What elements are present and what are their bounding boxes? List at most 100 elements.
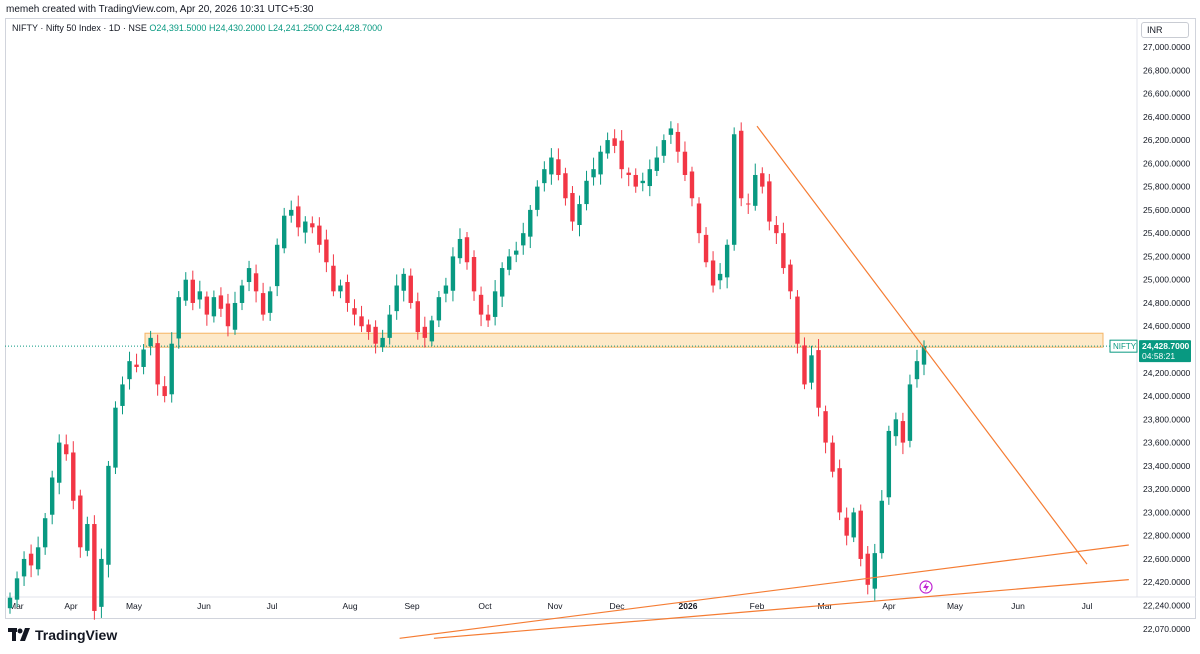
symbol-legend[interactable]: NIFTY · Nifty 50 Index · 1D · NSE O24,39… bbox=[12, 23, 382, 33]
symbol-tag-text: NIFTY bbox=[1113, 342, 1137, 351]
candle-body bbox=[253, 273, 259, 292]
candle-body bbox=[21, 558, 27, 577]
support-zone-box bbox=[144, 332, 1104, 348]
time-tick-label: Feb bbox=[750, 601, 765, 611]
candle-body bbox=[289, 209, 294, 216]
candle-body bbox=[7, 597, 13, 609]
candle-body bbox=[359, 316, 364, 327]
candle-body bbox=[366, 324, 371, 333]
candle-body bbox=[310, 223, 315, 228]
tradingview-logo[interactable]: TradingView bbox=[8, 626, 117, 644]
candle-body bbox=[415, 301, 420, 333]
candle-body bbox=[514, 250, 519, 255]
open-value: O24,391.5000 bbox=[149, 23, 207, 33]
price-tick-label: 24,600.0000 bbox=[1143, 321, 1191, 331]
price-tick-label: 25,600.0000 bbox=[1143, 205, 1191, 215]
price-tick-label: 25,400.0000 bbox=[1143, 228, 1191, 238]
price-tick-label: 23,200.0000 bbox=[1143, 484, 1191, 494]
candle-body bbox=[176, 297, 181, 339]
candle-body bbox=[746, 203, 751, 205]
price-tick-label: 24,000.0000 bbox=[1143, 391, 1191, 401]
candle-body bbox=[577, 204, 582, 226]
candle-body bbox=[197, 291, 203, 300]
candle-body bbox=[478, 294, 484, 315]
price-tick-label: 24,800.0000 bbox=[1143, 298, 1191, 308]
candle-body bbox=[190, 279, 195, 303]
currency-button[interactable]: INR bbox=[1141, 22, 1189, 38]
candle-body bbox=[99, 558, 104, 607]
candle-body bbox=[556, 159, 561, 175]
time-tick-label: Jun bbox=[1011, 601, 1025, 611]
chart-pane[interactable] bbox=[5, 18, 1196, 619]
candle-body bbox=[506, 256, 512, 270]
price-tick-label: 23,600.0000 bbox=[1143, 438, 1191, 448]
candle-body bbox=[401, 273, 406, 291]
candle-body bbox=[549, 157, 554, 175]
time-tick-label: May bbox=[126, 601, 143, 611]
candle-body bbox=[183, 279, 188, 301]
price-tick-label: 22,800.0000 bbox=[1143, 531, 1191, 541]
time-tick-label: Mar bbox=[818, 601, 833, 611]
candle-body bbox=[78, 495, 83, 548]
candle-body bbox=[394, 285, 399, 312]
candle-body bbox=[605, 140, 610, 154]
price-tick-label: 22,600.0000 bbox=[1143, 554, 1191, 564]
candle-body bbox=[521, 233, 526, 246]
symbol-description: NIFTY · Nifty 50 Index · 1D · NSE bbox=[12, 23, 147, 33]
candle-body bbox=[872, 553, 877, 589]
candle-body bbox=[724, 244, 730, 278]
candle-body bbox=[120, 384, 125, 406]
candle-body bbox=[584, 180, 589, 205]
symbol-tag bbox=[1109, 339, 1138, 353]
candle-body bbox=[443, 285, 449, 294]
candle-body bbox=[858, 510, 863, 559]
candle-body bbox=[324, 239, 329, 263]
candle-body bbox=[218, 295, 224, 309]
time-tick-label: Apr bbox=[64, 601, 77, 611]
candle-body bbox=[689, 171, 695, 199]
candle-body bbox=[717, 273, 723, 281]
time-tick-label: Mar bbox=[9, 601, 24, 611]
candle-body bbox=[85, 524, 90, 551]
candle-body bbox=[844, 517, 849, 536]
candle-body bbox=[352, 308, 357, 315]
candle-body bbox=[457, 238, 463, 259]
candle-body bbox=[710, 260, 716, 286]
countdown-text: 04:58:21 bbox=[1142, 351, 1175, 361]
candle-body bbox=[886, 430, 892, 498]
candles bbox=[7, 121, 927, 620]
candle-body bbox=[802, 345, 807, 385]
price-tick-label: 23,800.0000 bbox=[1143, 414, 1191, 424]
lightning-icon bbox=[923, 582, 929, 592]
time-axis: Mar Apr May Jun Jul Aug Sep Oct Nov Dec 2026 Feb Mar… bbox=[9, 601, 1093, 611]
candle-body bbox=[535, 186, 540, 210]
candle-body bbox=[373, 326, 378, 344]
candle-body bbox=[760, 173, 765, 187]
support-zone bbox=[5, 332, 1137, 348]
candle-body bbox=[92, 524, 97, 611]
last-price-tag bbox=[1139, 340, 1191, 363]
candle-body bbox=[246, 268, 252, 283]
candle-body bbox=[28, 553, 34, 566]
candle-body bbox=[471, 257, 477, 292]
trendline bbox=[399, 544, 1129, 639]
candle-body bbox=[436, 297, 442, 321]
high-value: H24,430.2000 bbox=[208, 23, 266, 33]
price-tick-label: 26,800.0000 bbox=[1143, 65, 1191, 75]
candle-body bbox=[338, 285, 343, 292]
time-tick-label: Aug bbox=[342, 601, 357, 611]
price-tick-label: 25,800.0000 bbox=[1143, 182, 1191, 192]
trendline bbox=[756, 125, 1088, 565]
candle-body bbox=[282, 215, 287, 249]
price-tick-label: 25,000.0000 bbox=[1143, 275, 1191, 285]
time-tick-label: Jun bbox=[197, 601, 211, 611]
close-value: C24,428.7000 bbox=[325, 23, 383, 33]
candle-body bbox=[767, 181, 772, 222]
candle-body bbox=[907, 384, 913, 441]
candle-body bbox=[626, 172, 631, 175]
candle-body bbox=[169, 343, 174, 395]
candle-body bbox=[570, 193, 575, 222]
candle-body bbox=[492, 291, 498, 317]
candle-body bbox=[14, 578, 20, 600]
